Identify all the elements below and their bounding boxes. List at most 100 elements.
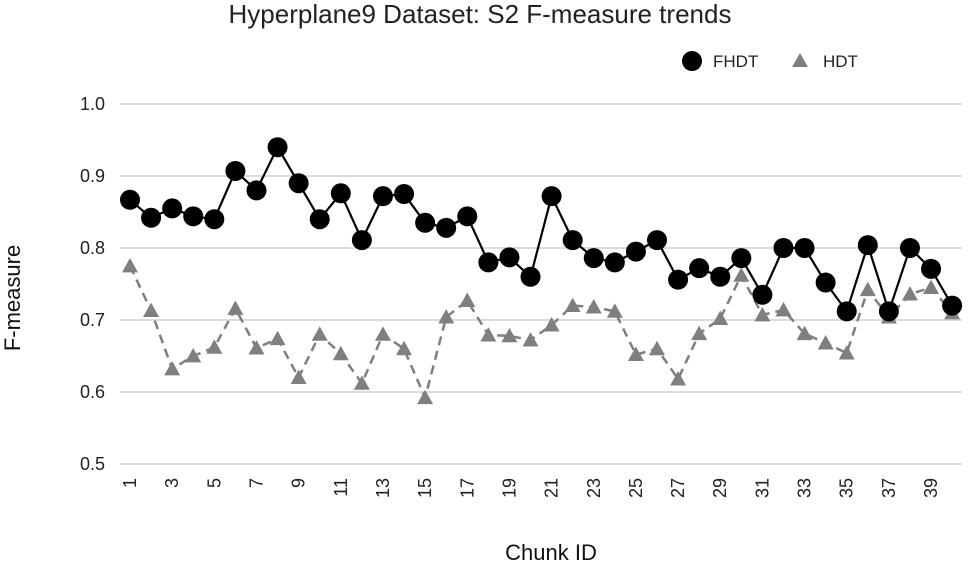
data-point-hdt	[227, 300, 244, 315]
data-point-hdt	[417, 389, 434, 405]
y-tick-label: 0.9	[80, 166, 105, 186]
data-point-fhdt	[731, 248, 752, 269]
data-point-hdt	[374, 326, 391, 341]
x-tick-label: 17	[457, 478, 477, 498]
x-tick-label: 27	[668, 478, 688, 498]
data-point-hdt	[164, 360, 181, 376]
data-point-hdt	[817, 335, 834, 350]
series-line-hdt	[128, 265, 954, 400]
x-tick-label: 37	[879, 478, 899, 498]
data-point-hdt	[459, 292, 476, 307]
x-tick-label: 35	[837, 478, 857, 498]
data-point-fhdt	[668, 269, 689, 290]
data-point-fhdt	[141, 207, 162, 228]
data-point-fhdt	[246, 180, 267, 201]
data-point-fhdt	[942, 295, 963, 316]
data-point-fhdt	[394, 184, 415, 204]
data-point-hdt	[564, 297, 581, 312]
data-point-fhdt	[689, 258, 710, 279]
x-tick-label: 3	[162, 478, 182, 488]
x-tick-label: 31	[752, 478, 772, 498]
chart-title: Hyperplane9 Dataset: S2 F-measure trends	[229, 0, 732, 29]
x-tick-label: 13	[373, 478, 393, 498]
series-hdt	[122, 258, 961, 405]
y-tick-label: 1.0	[80, 94, 105, 114]
data-point-hdt	[311, 326, 328, 341]
data-point-hdt	[606, 303, 623, 318]
data-point-hdt	[838, 345, 855, 360]
series-layer	[120, 137, 963, 405]
data-point-fhdt	[794, 238, 815, 258]
data-point-fhdt	[836, 301, 857, 322]
x-tick-label: 9	[289, 478, 309, 488]
y-tick-label: 0.8	[80, 238, 105, 258]
x-tick-label: 11	[331, 478, 351, 497]
x-tick-label: 21	[542, 478, 562, 498]
x-axis-ticks: 1 3 5 7 9 11 13 15 17 19 21 23 25 27 29 31 33 35 37 39	[120, 478, 941, 498]
x-tick-label: 33	[795, 478, 815, 498]
series-line-fhdt	[129, 146, 954, 313]
data-point-fhdt	[878, 301, 899, 322]
data-point-hdt	[796, 325, 813, 341]
gridlines	[120, 103, 962, 465]
data-point-hdt	[775, 301, 792, 317]
x-tick-label: 5	[204, 478, 224, 488]
data-point-hdt	[248, 340, 265, 355]
data-point-fhdt	[773, 238, 794, 258]
x-tick-label: 29	[710, 478, 730, 498]
data-point-fhdt	[183, 206, 204, 227]
data-point-hdt	[670, 371, 687, 386]
data-point-fhdt	[647, 230, 667, 251]
legend-hdt-label: HDT	[823, 52, 858, 71]
data-point-fhdt	[267, 137, 288, 158]
data-point-fhdt	[899, 238, 920, 258]
data-point-fhdt	[457, 206, 478, 227]
data-point-fhdt	[204, 209, 225, 230]
data-point-hdt	[712, 310, 729, 325]
data-point-hdt	[480, 327, 497, 342]
data-point-hdt	[122, 258, 138, 273]
data-point-fhdt	[162, 198, 183, 219]
legend-hdt-marker	[792, 53, 808, 67]
y-axis-title: F-measure	[0, 245, 25, 351]
data-point-hdt	[627, 346, 644, 361]
data-point-fhdt	[520, 266, 541, 287]
data-point-fhdt	[309, 209, 330, 230]
data-point-fhdt	[330, 183, 351, 204]
y-tick-label: 0.7	[80, 310, 105, 330]
x-tick-label: 1	[120, 478, 140, 488]
data-point-hdt	[143, 302, 160, 318]
data-point-hdt	[185, 348, 202, 363]
data-point-fhdt	[710, 266, 731, 287]
data-point-fhdt	[604, 252, 625, 273]
data-point-fhdt	[288, 173, 309, 194]
data-point-fhdt	[625, 241, 646, 262]
data-point-fhdt	[225, 160, 246, 181]
y-tick-label: 0.5	[80, 454, 105, 474]
x-tick-label: 39	[921, 478, 941, 498]
data-point-fhdt	[815, 272, 836, 293]
data-point-fhdt	[921, 258, 942, 279]
x-tick-label: 25	[626, 478, 646, 498]
data-point-hdt	[923, 279, 940, 294]
data-point-fhdt	[120, 189, 140, 210]
y-tick-label: 0.6	[80, 382, 105, 402]
data-point-hdt	[754, 306, 771, 322]
data-point-hdt	[649, 340, 665, 356]
data-point-hdt	[543, 317, 560, 332]
x-axis-title: Chunk ID	[505, 540, 597, 564]
data-point-hdt	[332, 345, 349, 361]
data-point-hdt	[901, 286, 918, 301]
data-point-hdt	[585, 299, 602, 314]
data-point-fhdt	[415, 212, 436, 233]
data-point-hdt	[396, 340, 413, 356]
data-point-fhdt	[478, 252, 499, 273]
data-point-fhdt	[752, 284, 773, 305]
x-tick-label: 15	[415, 478, 435, 498]
x-tick-label: 19	[499, 478, 519, 498]
data-point-hdt	[733, 267, 750, 282]
data-point-fhdt	[499, 247, 520, 268]
data-point-fhdt	[857, 235, 878, 256]
legend-fhdt-label: FHDT	[713, 52, 758, 71]
